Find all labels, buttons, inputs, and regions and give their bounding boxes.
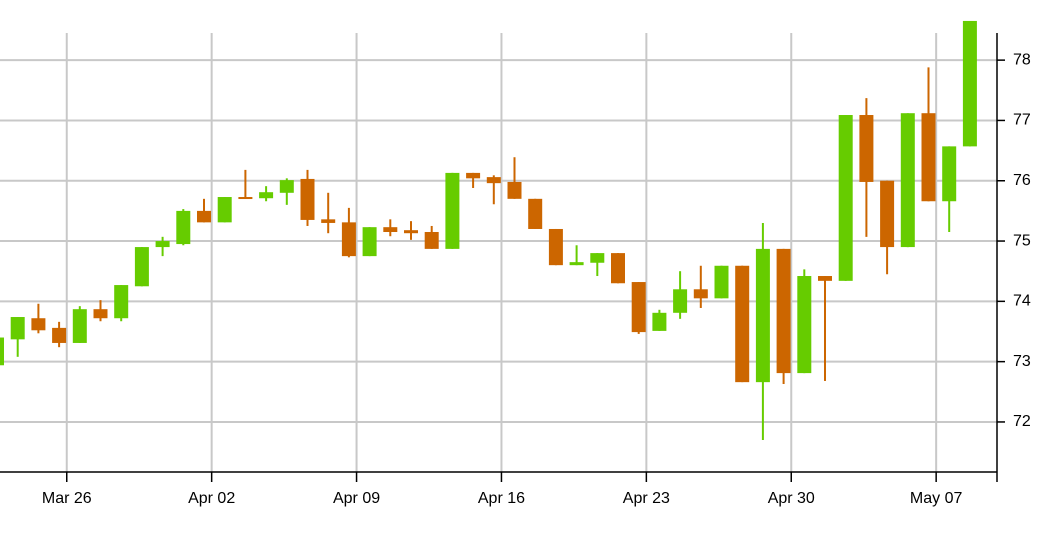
candle-body [900, 113, 915, 248]
x-tick-label: Apr 30 [768, 490, 815, 507]
x-tick-label: Apr 23 [623, 490, 670, 507]
candle-body [735, 265, 750, 383]
candle-body [528, 198, 543, 229]
candle-body [673, 289, 688, 313]
candle-body [652, 312, 667, 331]
candle-body [259, 192, 274, 199]
candle-body [507, 181, 522, 199]
x-tick-label: Apr 09 [333, 490, 380, 507]
candle-body [631, 282, 646, 333]
candle-body [880, 180, 895, 248]
candle-body [859, 115, 874, 182]
candle-body [217, 197, 232, 223]
x-tick-label: Apr 16 [478, 490, 525, 507]
candle-body [818, 276, 832, 281]
y-tick-label: 76 [1013, 172, 1031, 189]
candle-body [445, 172, 460, 249]
candle-body [693, 289, 708, 299]
candle-body [238, 197, 253, 200]
candle-body [486, 177, 501, 184]
candle-body [300, 178, 315, 220]
candle-body [72, 309, 87, 343]
candle-body [466, 172, 481, 179]
y-tick-label: 72 [1013, 413, 1031, 430]
candle-body [424, 231, 439, 249]
candle-body [569, 262, 584, 266]
candle-body [611, 253, 625, 284]
y-tick-label: 78 [1013, 51, 1031, 68]
candle-body [942, 146, 957, 202]
candle-body [0, 337, 4, 366]
candle-body [776, 248, 791, 374]
candle-body [155, 241, 170, 248]
axes: 72 73 74 75 76 77 78 Mar 26 Apr 02 Apr 09 Apr 16 Ap… [0, 33, 1031, 507]
candle-body [321, 219, 336, 223]
candle-body [362, 227, 377, 257]
candle-body [590, 253, 605, 263]
candle-body [714, 265, 729, 299]
candle-body [962, 20, 977, 147]
candle-body [755, 248, 770, 383]
y-tick-label: 74 [1013, 293, 1031, 310]
candle-body [31, 318, 46, 331]
candle-body [279, 180, 294, 193]
candle-body [921, 113, 936, 202]
candle-body [176, 210, 191, 245]
candle-body [341, 222, 356, 257]
candle-body [197, 210, 211, 223]
x-tick-label: Mar 26 [42, 490, 92, 507]
candle-body [548, 228, 563, 266]
candle-body [838, 115, 853, 281]
y-tick-label: 77 [1013, 112, 1031, 129]
y-tick-label: 75 [1013, 232, 1031, 249]
x-tick-label: May 07 [910, 490, 963, 507]
candles [0, 20, 977, 441]
candle-body [134, 247, 149, 287]
candle-body [10, 317, 25, 340]
candle-body [383, 227, 398, 232]
y-tick-label: 73 [1013, 353, 1031, 370]
x-tick-label: Apr 02 [188, 490, 235, 507]
candle-body [114, 285, 129, 319]
candle-body [93, 309, 108, 319]
candle-body [797, 276, 812, 374]
candle-body [52, 327, 67, 343]
candle-body [404, 230, 418, 234]
